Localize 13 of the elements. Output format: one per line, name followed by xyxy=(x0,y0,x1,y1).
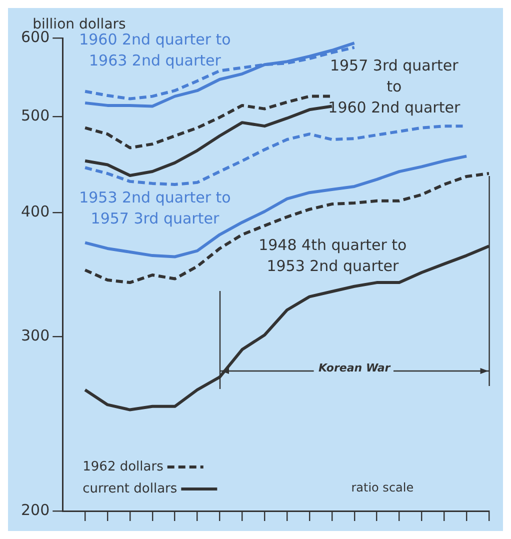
annotation: 1957 3rd quarter to 1960 2nd quarter xyxy=(328,56,461,116)
legend-label: 1962 dollars xyxy=(82,459,164,474)
annotation: 1948 4th quarter to 1953 2nd quarter xyxy=(258,236,407,276)
y-tick-label: 400 xyxy=(20,202,50,220)
y-tick-label: 500 xyxy=(20,106,50,124)
annotation: 1953 2nd quarter to 1957 3rd quarter xyxy=(79,188,231,228)
y-tick-label: 300 xyxy=(20,326,50,344)
annotation: Korean War xyxy=(318,361,391,374)
y-tick-label: 600 xyxy=(20,28,50,46)
legend-label: current dollars xyxy=(82,481,178,496)
annotation: 1960 2nd quarter to 1963 2nd quarter xyxy=(79,30,231,70)
y-tick-label: 200 xyxy=(20,500,50,519)
annotation: ratio scale xyxy=(351,480,414,495)
